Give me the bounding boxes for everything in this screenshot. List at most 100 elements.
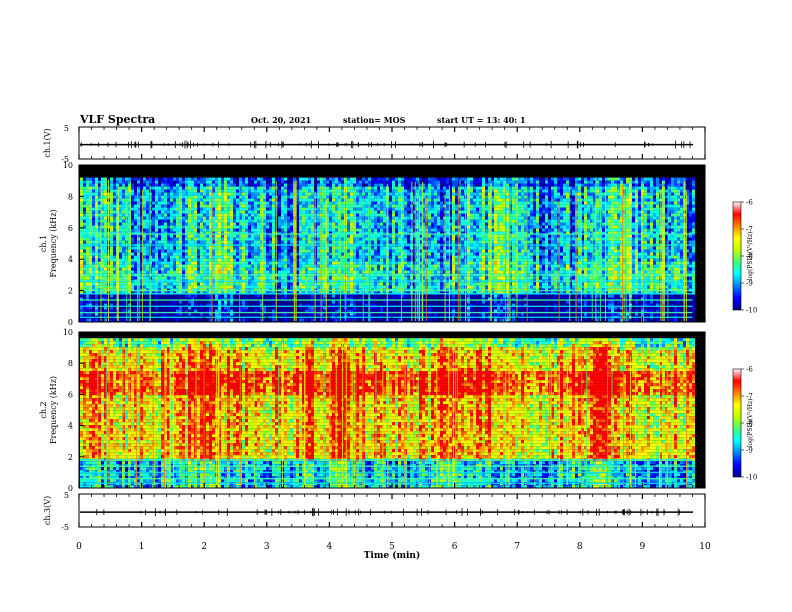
spectrogram-cell <box>194 246 197 250</box>
spectrogram-cell <box>119 201 122 205</box>
spectrogram-cell <box>290 237 293 241</box>
spectrogram-cell <box>179 297 182 301</box>
spectrogram-cell <box>233 210 236 214</box>
spectrogram-cell <box>266 189 269 193</box>
spectrogram-cell <box>281 276 284 280</box>
spectrogram-cell <box>362 183 365 187</box>
spectrogram-cell <box>266 297 269 301</box>
spectrogram-cell <box>287 195 290 199</box>
spectrogram-cell <box>347 255 350 259</box>
spectrogram-cell <box>209 183 212 187</box>
spectrogram-cell <box>263 204 266 208</box>
spectrogram-cell <box>266 318 269 322</box>
spectrogram-cell <box>146 222 149 226</box>
spectrogram-cell <box>335 294 338 298</box>
spectrogram-cell <box>278 195 281 199</box>
spectrogram-cell <box>272 219 275 223</box>
spectrogram-cell <box>248 309 251 313</box>
spectrogram-cell <box>161 270 164 274</box>
spectrogram-cell <box>116 177 119 181</box>
spectrogram-cell <box>98 282 101 286</box>
spectrogram-cell <box>221 216 224 220</box>
spectrogram-cell <box>80 207 83 211</box>
spectrogram-cell <box>239 255 242 259</box>
spectrogram-cell <box>245 261 248 265</box>
spectrogram-cell <box>83 246 86 250</box>
spectrogram-cell <box>128 213 131 217</box>
spectrogram-cell <box>83 300 86 304</box>
spectrogram-cell <box>191 249 194 253</box>
spectrogram-cell <box>140 204 143 208</box>
spectrogram-cell <box>143 312 146 316</box>
spectrogram-cell <box>350 210 353 214</box>
spectrogram-cell <box>296 207 299 211</box>
spectrogram-cell <box>86 258 89 262</box>
spectrogram-cell <box>185 261 188 265</box>
spectrogram-cell <box>203 309 206 313</box>
spectrogram-cell <box>185 201 188 205</box>
spectrogram-cell <box>359 180 362 184</box>
spectrogram-cell <box>269 309 272 313</box>
spectrogram-cell <box>317 240 320 244</box>
spectrogram-cell <box>113 282 116 286</box>
spectrogram-cell <box>134 216 137 220</box>
spectrogram-cell <box>263 312 266 316</box>
spectrogram-cell <box>185 303 188 307</box>
spectrogram-cell <box>227 258 230 262</box>
spectrogram-cell <box>236 258 239 262</box>
spectrogram-cell <box>242 255 245 259</box>
spectrogram-cell <box>335 228 338 232</box>
spectrogram-cell <box>89 237 92 241</box>
spectrogram-cell <box>308 183 311 187</box>
spectrogram-cell <box>95 261 98 265</box>
spectrogram-cell <box>290 297 293 301</box>
spectrogram-cell <box>176 189 179 193</box>
spectrogram-cell <box>239 318 242 322</box>
spectrogram-cell <box>200 189 203 193</box>
spectrogram-cell <box>341 222 344 226</box>
spectrogram-cell <box>227 252 230 256</box>
spectrogram-cell <box>251 297 254 301</box>
spectrogram-cell <box>290 285 293 289</box>
spectrogram-cell <box>113 180 116 184</box>
spectrogram-cell <box>92 183 95 187</box>
spectrogram-cell <box>137 258 140 262</box>
spectrogram-cell <box>203 276 206 280</box>
spectrogram-cell <box>260 306 263 310</box>
spectrogram-cell <box>185 177 188 181</box>
spectrogram-cell <box>326 189 329 193</box>
spectrogram-cell <box>140 234 143 238</box>
spectrogram-cell <box>248 207 251 211</box>
spectrogram-cell <box>329 294 332 298</box>
spectrogram-cell <box>329 252 332 256</box>
spectrogram-cell <box>338 267 341 271</box>
spectrogram-cell <box>242 207 245 211</box>
spectrogram-cell <box>218 213 221 217</box>
spectrogram-cell <box>194 318 197 322</box>
spectrogram-cell <box>341 270 344 274</box>
spectrogram-cell <box>101 237 104 241</box>
spectrogram-cell <box>200 207 203 211</box>
spectrogram-cell <box>182 231 185 235</box>
spectrogram-cell <box>269 195 272 199</box>
spectrogram-cell <box>122 234 125 238</box>
spectrogram-cell <box>245 183 248 187</box>
spectrogram-cell <box>302 270 305 274</box>
spectrogram-cell <box>164 270 167 274</box>
spectrogram-cell <box>251 201 254 205</box>
spectrogram-cell <box>212 210 215 214</box>
spectrogram-cell <box>128 219 131 223</box>
spectrogram-cell <box>194 219 197 223</box>
spectrogram-cell <box>89 309 92 313</box>
spectrogram-cell <box>350 177 353 181</box>
spectrogram-cell <box>272 201 275 205</box>
spectrogram-cell <box>323 177 326 181</box>
spectrogram-cell <box>173 261 176 265</box>
spectrogram-cell <box>164 216 167 220</box>
spectrogram-cell <box>203 183 206 187</box>
spectrogram-cell <box>146 285 149 289</box>
spectrogram-cell <box>269 270 272 274</box>
spectrogram-cell <box>209 294 212 298</box>
spectrogram-cell <box>356 234 359 238</box>
spectrogram-cell <box>296 240 299 244</box>
